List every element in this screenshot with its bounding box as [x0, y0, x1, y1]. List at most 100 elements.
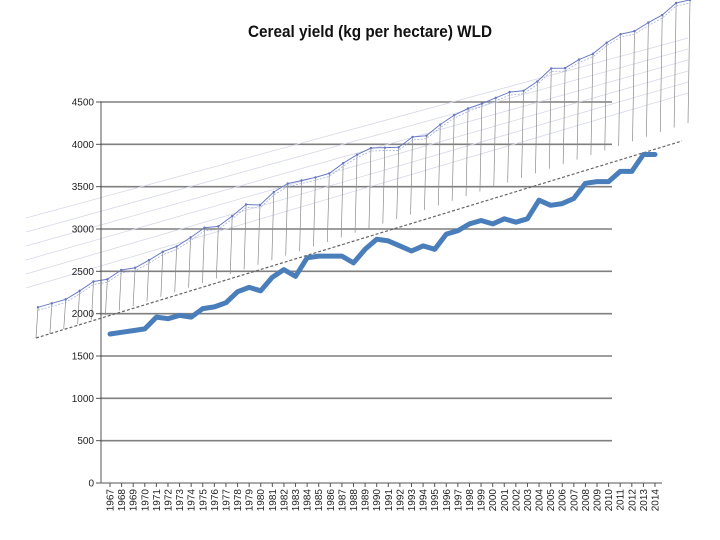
x-tick-label: 2004 — [535, 489, 546, 512]
overlay-dropline — [243, 204, 247, 270]
overlay-dropline — [493, 97, 497, 188]
data-point — [549, 203, 553, 207]
x-tick-label: 1985 — [314, 489, 325, 512]
x-tick-label: 2014 — [651, 489, 662, 512]
x-tick-label: 1982 — [279, 489, 290, 512]
data-point — [247, 285, 251, 289]
data-point — [537, 198, 541, 202]
y-tick-label: 4000 — [72, 140, 95, 151]
overlay-dropline — [299, 180, 302, 252]
overlay-dropline — [257, 204, 261, 265]
overlay-series-line — [37, 0, 691, 308]
overlay-dropline — [368, 148, 372, 229]
series-line — [107, 152, 658, 337]
x-tick-label: 1967 — [106, 489, 117, 512]
overlay-dropline — [340, 163, 344, 238]
overlay-dropline — [91, 281, 94, 320]
x-tick-label: 1987 — [337, 489, 348, 512]
data-point — [467, 222, 471, 226]
y-tick-label: 1000 — [72, 394, 95, 405]
x-axis-ticks: 1967 1968 1969 1970 1971 1972 1973 1974 1975 1976… — [106, 489, 662, 512]
data-point — [514, 220, 518, 224]
overlay-dropline — [632, 31, 635, 142]
data-point — [143, 327, 147, 331]
overlay-dropline — [229, 216, 233, 274]
overlay-dropline — [673, 2, 677, 128]
data-point — [595, 180, 599, 184]
data-point — [131, 329, 135, 333]
overlay-gridline — [25, 37, 689, 219]
overlay-dropline — [354, 154, 358, 233]
data-point — [502, 217, 506, 221]
overlay-dropline — [646, 22, 649, 137]
data-point — [444, 232, 448, 236]
overlay-dropline — [174, 246, 178, 293]
x-tick-label: 1994 — [419, 489, 430, 512]
y-tick-label: 3500 — [72, 182, 95, 193]
overlay-dropline — [77, 290, 80, 325]
data-point — [479, 219, 483, 223]
x-tick-label: 1973 — [175, 489, 186, 512]
y-tick-label: 4500 — [72, 98, 95, 109]
overlay-dropline — [562, 68, 566, 165]
data-point — [398, 244, 402, 248]
overlay-dropline — [382, 147, 386, 224]
x-tick-label: 1990 — [372, 489, 383, 512]
x-tick-label: 2010 — [604, 489, 615, 512]
x-tick-label: 1988 — [349, 489, 360, 512]
overlay-dropline — [548, 68, 552, 169]
data-point — [317, 254, 321, 258]
perspective-overlay — [25, 0, 692, 339]
overlay-dropline — [659, 15, 663, 133]
data-point — [282, 268, 286, 272]
data-point — [236, 290, 240, 294]
data-point — [259, 289, 263, 293]
data-point — [352, 261, 356, 265]
x-tick-label: 1976 — [210, 489, 221, 512]
data-point — [363, 247, 367, 251]
x-tick-label: 1993 — [407, 489, 418, 512]
y-tick-label: 500 — [77, 436, 94, 447]
overlay-dropline — [479, 103, 483, 192]
x-tick-label: 2008 — [581, 489, 592, 512]
x-tick-label: 2006 — [558, 489, 569, 512]
x-tick-label: 2013 — [639, 489, 650, 512]
y-tick-label: 2000 — [72, 309, 95, 320]
overlay-dropline — [160, 251, 164, 297]
overlay-dropline — [35, 307, 39, 339]
x-tick-label: 1972 — [163, 489, 174, 512]
y-tick-label: 3000 — [72, 225, 95, 236]
overlay-dropline — [396, 147, 400, 220]
overlay-dropline — [590, 53, 594, 156]
gridlines — [100, 101, 612, 442]
data-point — [583, 181, 587, 185]
data-point — [178, 313, 182, 317]
x-tick-label: 1974 — [187, 489, 198, 512]
x-tick-label: 1975 — [198, 489, 209, 512]
x-tick-label: 1969 — [129, 489, 140, 512]
data-point — [491, 222, 495, 226]
x-tick-label: 2000 — [488, 489, 499, 512]
data-point — [560, 202, 564, 206]
overlay-dropline — [285, 183, 289, 256]
overlay-dropline — [63, 299, 67, 329]
data-point — [641, 152, 645, 156]
overlay-dropline — [132, 267, 136, 306]
data-point — [166, 317, 170, 321]
data-point — [108, 332, 112, 336]
x-tick-label: 1999 — [477, 489, 488, 512]
data-point — [386, 239, 390, 243]
x-tick-label: 1998 — [465, 489, 476, 512]
overlay-dropline — [410, 136, 413, 215]
data-point — [618, 169, 622, 173]
overlay-dropline — [451, 115, 455, 201]
data-point — [525, 217, 529, 221]
data-point — [433, 247, 437, 251]
overlay-dropline — [576, 59, 580, 160]
overlay-dropline — [215, 226, 219, 279]
x-tick-label: 1971 — [152, 489, 163, 512]
data-point — [375, 237, 379, 241]
x-tick-label: 1979 — [245, 489, 256, 512]
overlay-dropline — [437, 124, 441, 206]
